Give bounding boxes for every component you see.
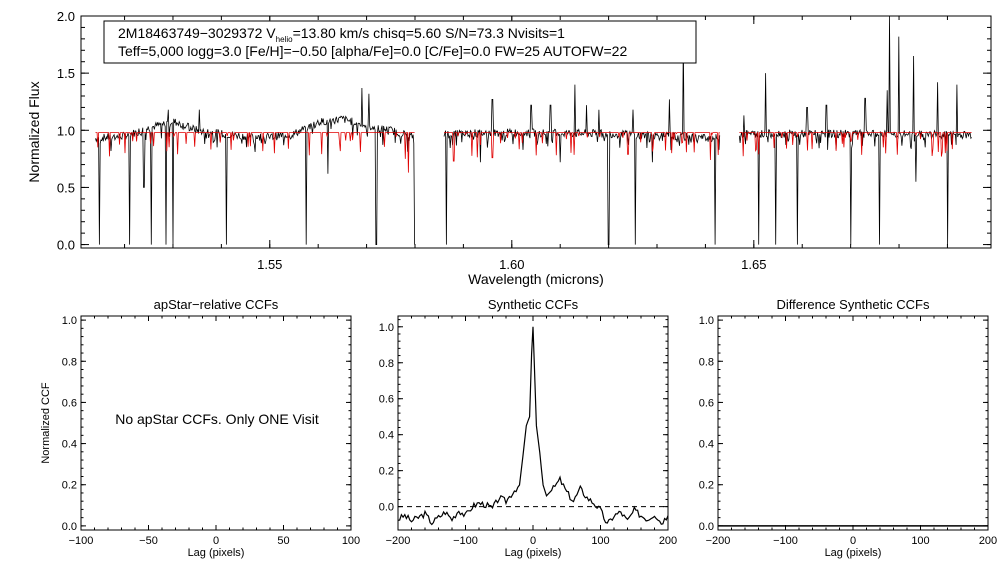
info-vhelio-subscript: helio <box>276 35 293 44</box>
x-tick-label: 100 <box>342 535 360 547</box>
x-tick-label: 1.65 <box>741 257 766 272</box>
y-axis-label: Normalized CCF <box>40 382 52 464</box>
y-tick-label: 0.0 <box>57 238 75 253</box>
y-tick-label: 0.2 <box>379 466 394 478</box>
x-tick-label: 100 <box>911 535 929 547</box>
y-tick-label: 0.8 <box>699 356 714 368</box>
synthetic-ccf-line <box>397 326 669 526</box>
panel-title: apStar−relative CCFs <box>154 297 279 312</box>
y-tick-label: 0.0 <box>379 502 394 514</box>
info-params: =13.80 km/s chisq=5.60 S/N=73.3 Nvisits=… <box>293 25 566 41</box>
no-ccf-note: No apStar CCFs. Only ONE Visit <box>115 411 319 427</box>
y-tick-label: 1.0 <box>62 315 77 327</box>
x-tick-label: 50 <box>277 535 289 547</box>
difference-ccf-frame <box>717 315 989 531</box>
y-tick-label: 0.6 <box>62 397 77 409</box>
synthetic-ccf-axes: −200 −100 0 100 200 0.0 0.2 0.4 0.6 0.8 1.0 Lag (pi… <box>379 297 677 559</box>
y-tick-label: 0.4 <box>699 439 714 451</box>
model-spectrum <box>95 131 972 173</box>
info-line-1: 2M18463749−3029372 Vhelio=13.80 km/s chi… <box>118 25 565 44</box>
model-line-chip-2 <box>444 131 720 162</box>
observed-line-chip-2 <box>443 38 721 245</box>
x-tick-label: −100 <box>453 535 478 547</box>
y-tick-label: 0.8 <box>62 356 77 368</box>
y-tick-label: 0.5 <box>57 180 75 195</box>
x-tick-label: 1.55 <box>257 257 282 272</box>
x-tick-label: 0 <box>530 535 536 547</box>
y-tick-label: 1.0 <box>699 315 714 327</box>
y-tick-label: 0.6 <box>379 394 394 406</box>
spectrum-axes: 1.55 1.60 1.65 0.0 0.5 1.0 1.5 2.0 Wavelength (m… <box>26 9 992 287</box>
y-tick-label: 1.0 <box>379 322 394 334</box>
x-tick-label: −200 <box>386 535 411 547</box>
spectrum-frame <box>80 15 992 249</box>
observed-line-chip-3 <box>738 16 972 245</box>
y-axis-label: Normalized Flux <box>26 81 42 182</box>
x-axis-label: Lag (pixels) <box>505 547 562 559</box>
info-box-frame <box>103 20 697 64</box>
x-axis-label: Lag (pixels) <box>825 547 882 559</box>
x-tick-label: 100 <box>591 535 609 547</box>
y-tick-label: 2.0 <box>57 9 75 24</box>
info-line-2: Teff=5,000 logg=3.0 [Fe/H]=−0.50 [alpha/… <box>118 43 627 59</box>
x-tick-label: 0 <box>213 535 219 547</box>
x-tick-label: −100 <box>773 535 798 547</box>
y-tick-label: 1.5 <box>57 66 75 81</box>
y-tick-label: 0.6 <box>699 397 714 409</box>
model-line-chip-1 <box>95 132 415 173</box>
x-axis-label: Wavelength (microns) <box>468 271 604 287</box>
x-tick-label: −100 <box>69 535 94 547</box>
panel-title: Synthetic CCFs <box>488 297 579 312</box>
y-tick-label: 0.0 <box>62 521 77 533</box>
y-tick-label: 0.2 <box>62 480 77 492</box>
difference-ccf-axes: −200 −100 0 100 200 0.0 0.2 0.4 0.6 0.8 1.0 Lag (pi… <box>699 297 997 559</box>
y-tick-label: 0.2 <box>699 480 714 492</box>
info-box: 2M18463749−3029372 Vhelio=13.80 km/s chi… <box>103 20 697 64</box>
y-tick-label: 0.4 <box>62 439 77 451</box>
x-axis-label: Lag (pixels) <box>188 547 245 559</box>
panel-title: Difference Synthetic CCFs <box>777 297 930 312</box>
x-tick-label: 1.60 <box>499 257 524 272</box>
synthetic-ccf-frame <box>397 315 669 531</box>
x-tick-label: 200 <box>659 535 677 547</box>
observed-line-chip-1 <box>95 87 415 245</box>
y-tick-label: 0.8 <box>379 358 394 370</box>
x-tick-label: −50 <box>139 535 158 547</box>
y-tick-label: 0.4 <box>379 430 394 442</box>
x-tick-label: 200 <box>979 535 997 547</box>
apstar-ccf-axes: −100 −50 0 50 100 0.0 0.2 0.4 0.6 0.8 1.0 Lag (pixe… <box>40 297 360 559</box>
x-tick-label: −200 <box>706 535 731 547</box>
x-tick-label: 0 <box>850 535 856 547</box>
info-star-id: 2M18463749−3029372 V <box>118 25 276 41</box>
y-tick-label: 0.0 <box>699 521 714 533</box>
y-tick-label: 1.0 <box>57 123 75 138</box>
model-line-chip-3 <box>739 132 972 157</box>
